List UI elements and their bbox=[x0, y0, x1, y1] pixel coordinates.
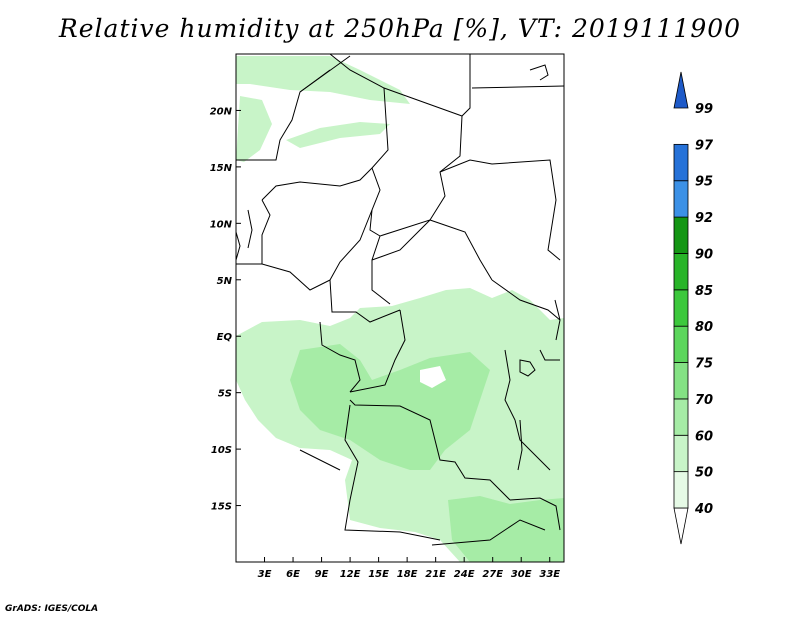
humidity-area-north-1 bbox=[236, 56, 410, 104]
colorbar-swatch bbox=[673, 143, 689, 182]
lon-tick-label: 15E bbox=[368, 569, 389, 580]
colorbar-label: 95 bbox=[695, 175, 713, 190]
lat-tick-label: 15N bbox=[210, 163, 233, 174]
colorbar-label: 75 bbox=[695, 357, 713, 372]
colorbar-label: 97 bbox=[695, 138, 714, 153]
colorbar-label: 50 bbox=[695, 466, 713, 481]
colorbar-label: 99 bbox=[695, 102, 713, 117]
map-title: Relative humidity at 250hPa [%], VT: 201… bbox=[58, 14, 742, 43]
longitude-axis: 3E 6E 9E 12E 15E 18E 21E 24E 27E 30E 33E bbox=[258, 557, 560, 580]
credit-text: GrADS: IGES/COLA bbox=[5, 604, 99, 614]
lat-tick-label: 10N bbox=[210, 219, 233, 230]
colorbar-swatch bbox=[673, 325, 689, 363]
lat-tick-label: 5N bbox=[217, 276, 233, 287]
lon-tick-label: 27E bbox=[482, 569, 503, 580]
lon-tick-label: 30E bbox=[511, 569, 532, 580]
humidity-area-north-2 bbox=[236, 96, 272, 162]
colorbar-label: 80 bbox=[695, 320, 713, 335]
humidity-shading bbox=[236, 56, 564, 562]
colorbar-label: 40 bbox=[694, 502, 713, 517]
colorbar-label: 85 bbox=[695, 284, 713, 299]
colorbar-swatch bbox=[673, 362, 689, 400]
lon-tick-label: 9E bbox=[315, 569, 329, 580]
lon-tick-label: 21E bbox=[425, 569, 446, 580]
lon-tick-label: 3E bbox=[258, 569, 272, 580]
latitude-axis: 20N 15N 10N 5N EQ 5S 10S 15S bbox=[210, 106, 241, 513]
lon-tick-label: 33E bbox=[539, 569, 560, 580]
lon-tick-label: 6E bbox=[286, 569, 300, 580]
colorbar-swatch bbox=[673, 216, 689, 254]
colorbar-swatch bbox=[673, 253, 689, 291]
map-frame bbox=[235, 53, 565, 563]
colorbar-swatch bbox=[673, 289, 689, 327]
colorbar-swatch bbox=[673, 434, 689, 473]
humidity-area-north-3 bbox=[286, 122, 390, 148]
colorbar-label: 70 bbox=[695, 393, 713, 408]
lat-tick-label: 5S bbox=[218, 389, 232, 400]
colorbar: 99 97 95 92 90 85 80 75 70 60 50 40 bbox=[673, 71, 714, 545]
colorbar-swatch bbox=[673, 471, 689, 509]
lat-tick-label: 10S bbox=[211, 445, 232, 456]
lat-tick-label: EQ bbox=[217, 332, 233, 343]
lat-tick-label: 20N bbox=[210, 106, 233, 117]
country-borders bbox=[236, 54, 564, 546]
humidity-gap bbox=[420, 366, 446, 388]
colorbar-swatch bbox=[673, 507, 689, 545]
lon-tick-label: 18E bbox=[397, 569, 418, 580]
lon-tick-label: 12E bbox=[340, 569, 361, 580]
colorbar-swatch bbox=[673, 71, 689, 109]
lon-tick-label: 24E bbox=[454, 569, 475, 580]
colorbar-label: 90 bbox=[695, 247, 713, 262]
colorbar-swatch bbox=[673, 398, 689, 436]
colorbar-label: 92 bbox=[695, 211, 713, 226]
colorbar-label: 60 bbox=[695, 429, 713, 444]
colorbar-swatch bbox=[673, 180, 689, 218]
lat-tick-label: 15S bbox=[211, 502, 232, 513]
